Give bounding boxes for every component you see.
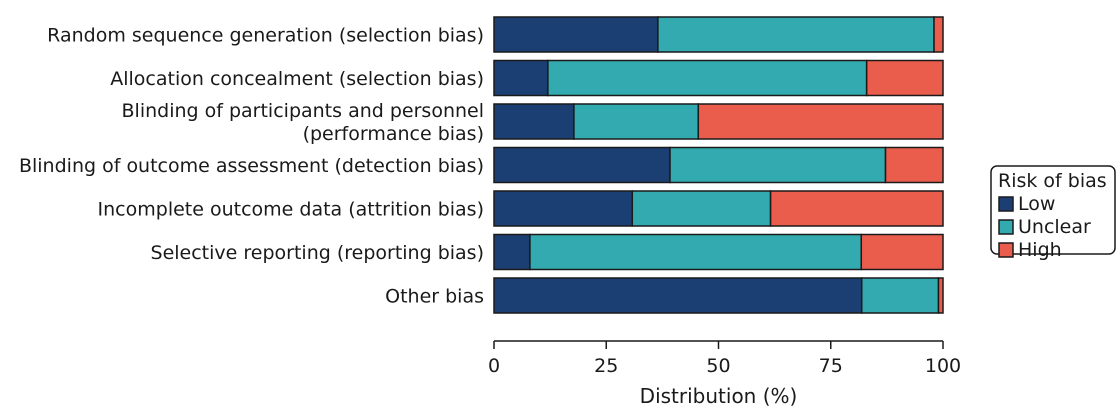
- bar-segment-unclear-1: [657, 16, 935, 53]
- category-label-line: Blinding of outcome assessment (detectio…: [19, 155, 484, 177]
- category-label-line: Other bias: [385, 286, 484, 308]
- bar-segment-high-6: [860, 233, 944, 271]
- category-label-6: Selective reporting (reporting bias): [151, 242, 484, 264]
- legend-box: [990, 165, 1116, 255]
- bar-segment-unclear-7: [860, 277, 940, 314]
- bar-segment-high-2: [865, 59, 944, 97]
- legend-label-low: Low: [1018, 193, 1055, 215]
- category-label-line: Allocation concealment (selection bias): [110, 68, 484, 90]
- category-label-line: Random sequence generation (selection bi…: [47, 25, 484, 47]
- bar-segment-low-5: [493, 190, 634, 227]
- bars-layer: [493, 16, 944, 314]
- bar-segment-high-3: [697, 103, 944, 140]
- bar-segment-high-5: [769, 190, 944, 227]
- x-axis: 0 25 50 75 100 Distribution (%): [488, 340, 961, 408]
- bar-segment-low-4: [493, 146, 671, 184]
- bar-segment-unclear-3: [573, 103, 700, 140]
- bar-segment-unclear-4: [669, 146, 887, 184]
- x-ticks: 0 25 50 75 100: [488, 341, 961, 377]
- legend-title: Risk of bias: [998, 170, 1107, 192]
- bar-segment-low-2: [493, 59, 549, 97]
- category-label-line: (performance bias): [303, 123, 484, 145]
- category-label-1: Random sequence generation (selection bi…: [47, 25, 484, 47]
- bar-segment-low-7: [493, 277, 863, 314]
- category-label-4: Blinding of outcome assessment (detectio…: [19, 155, 484, 177]
- category-label-2: Allocation concealment (selection bias): [110, 68, 484, 90]
- category-labels: Random sequence generation (selection bi…: [19, 25, 484, 308]
- x-tick-label: 100: [925, 355, 961, 377]
- category-label-line: Blinding of participants and personnel: [122, 100, 485, 122]
- bar-segment-high-1: [933, 16, 944, 53]
- x-tick-label: 25: [594, 355, 618, 377]
- legend-swatch-high: [998, 242, 1014, 258]
- bar-segment-low-1: [493, 16, 659, 53]
- x-tick-label: 50: [706, 355, 730, 377]
- x-tick-label: 75: [819, 355, 843, 377]
- bar-segment-low-6: [493, 233, 531, 271]
- x-axis-title: Distribution (%): [640, 384, 798, 408]
- bar-segment-unclear-6: [529, 233, 863, 271]
- category-label-line: Selective reporting (reporting bias): [151, 242, 484, 264]
- legend-label-high: High: [1018, 239, 1062, 261]
- legend-swatch-low: [998, 196, 1014, 212]
- bar-segment-high-4: [884, 146, 944, 184]
- category-label-line: Incomplete outcome data (attrition bias): [98, 199, 484, 221]
- bar-segment-unclear-5: [631, 190, 772, 227]
- bar-segment-high-7: [937, 277, 944, 314]
- bar-segment-unclear-2: [547, 59, 868, 97]
- category-label-5: Incomplete outcome data (attrition bias): [98, 199, 484, 221]
- legend-label-unclear: Unclear: [1018, 216, 1091, 238]
- bar-segment-low-3: [493, 103, 575, 140]
- legend-swatch-unclear: [998, 219, 1014, 235]
- x-tick-label: 0: [488, 355, 500, 377]
- category-label-3: Blinding of participants and personnel (p…: [122, 100, 485, 145]
- category-label-7: Other bias: [385, 286, 484, 308]
